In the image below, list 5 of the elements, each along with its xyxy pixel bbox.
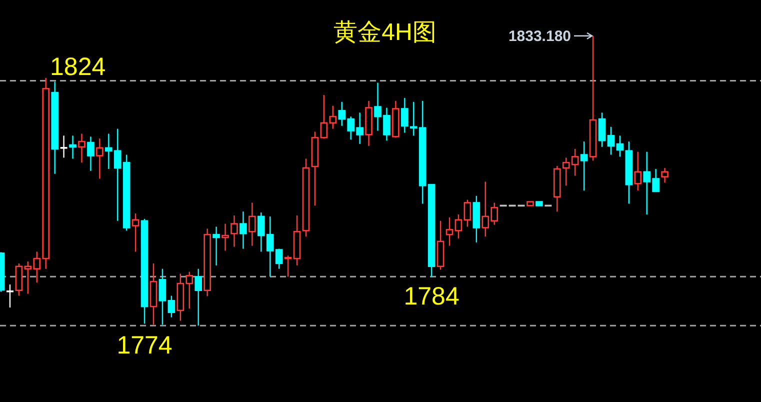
ref-label: 1774 [116, 332, 172, 360]
ref-label: 1784 [404, 282, 460, 311]
ref-label: 1824 [50, 52, 106, 81]
annotation: 1833.180 [508, 28, 572, 45]
title: 黄金4H图 [334, 19, 436, 46]
